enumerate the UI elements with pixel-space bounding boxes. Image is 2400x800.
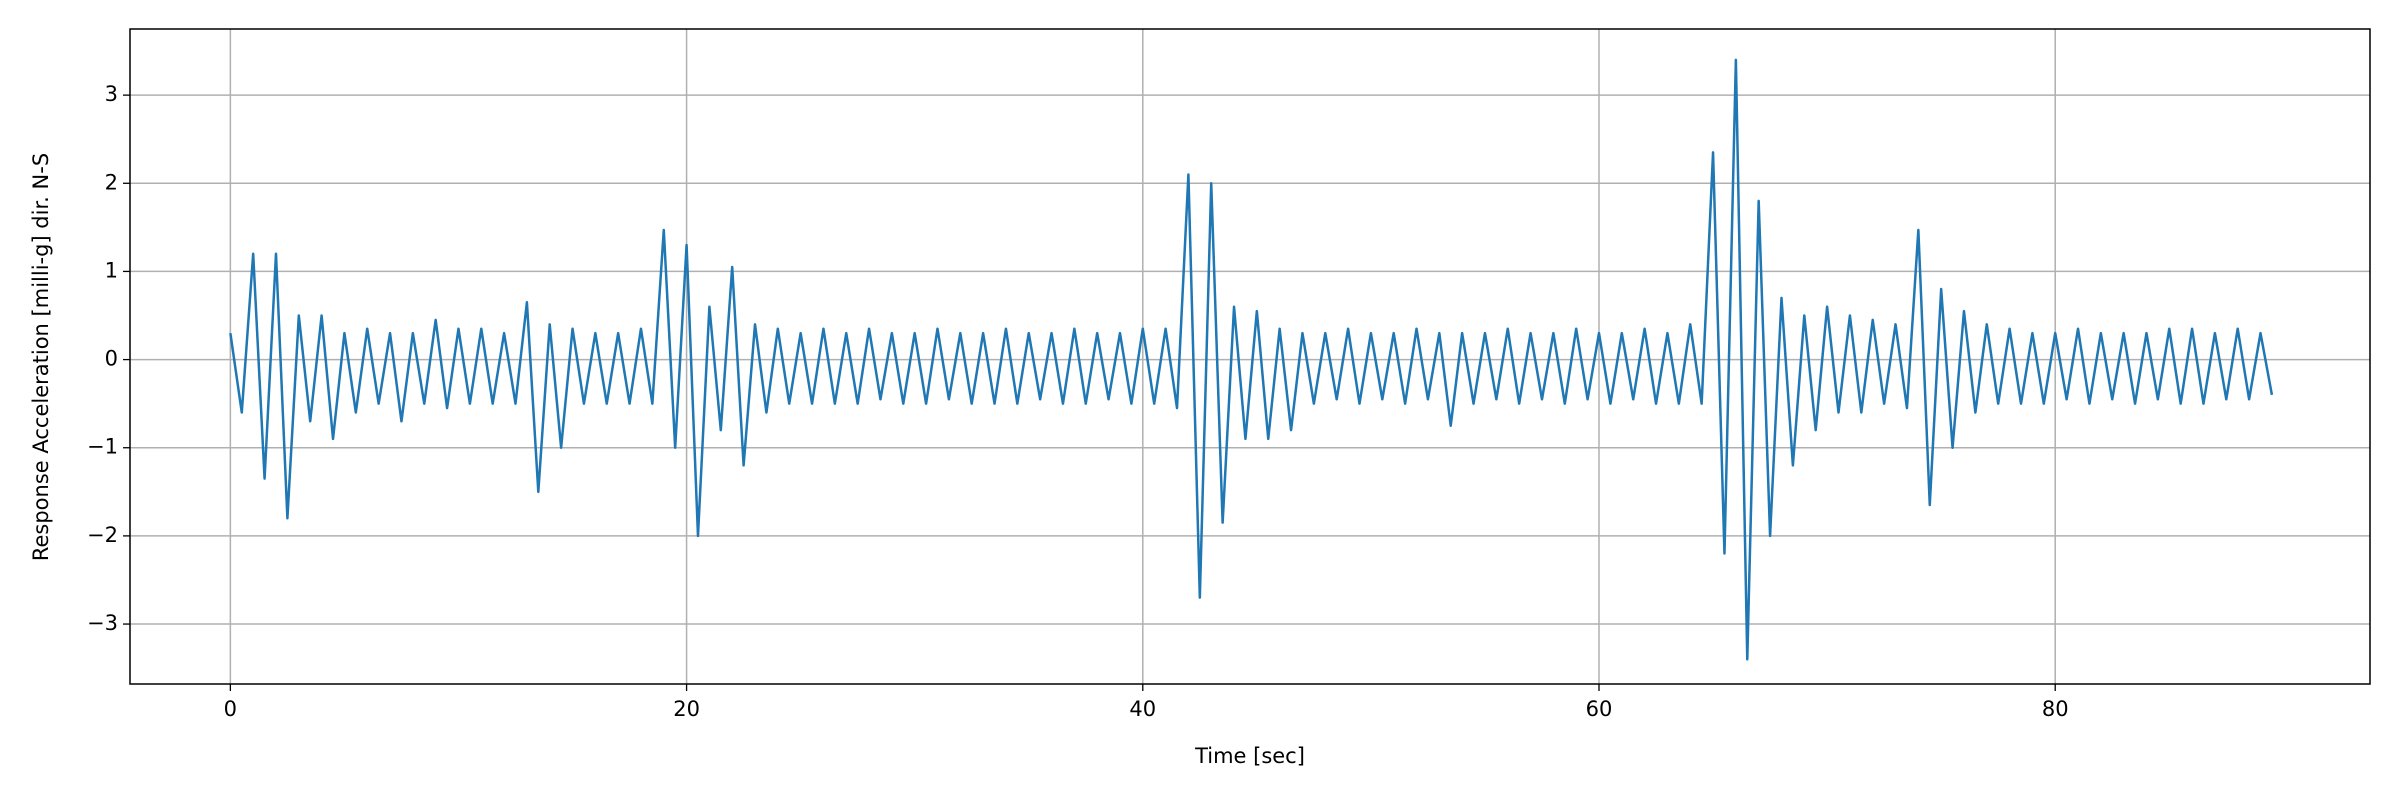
x-axis-label: Time [sec] <box>1194 744 1305 768</box>
x-tick-label: 80 <box>2042 697 2069 721</box>
y-axis-label: Response Acceleration [milli-g] dir. N-S <box>29 153 53 561</box>
y-tick-label: 2 <box>105 170 118 194</box>
x-tick-label: 60 <box>1586 697 1613 721</box>
y-tick-label: −2 <box>87 523 118 547</box>
y-tick-label: 1 <box>105 258 118 282</box>
x-tick-label: 20 <box>673 697 700 721</box>
y-tick-label: −3 <box>87 611 118 635</box>
y-tick-label: −1 <box>87 435 118 459</box>
x-tick-label: 40 <box>1129 697 1156 721</box>
y-tick-label: 0 <box>105 347 118 371</box>
x-tick-label: 0 <box>224 697 237 721</box>
signal-line <box>229 58 2274 661</box>
y-tick-label: 3 <box>105 82 118 106</box>
axes-frame <box>129 28 2371 685</box>
